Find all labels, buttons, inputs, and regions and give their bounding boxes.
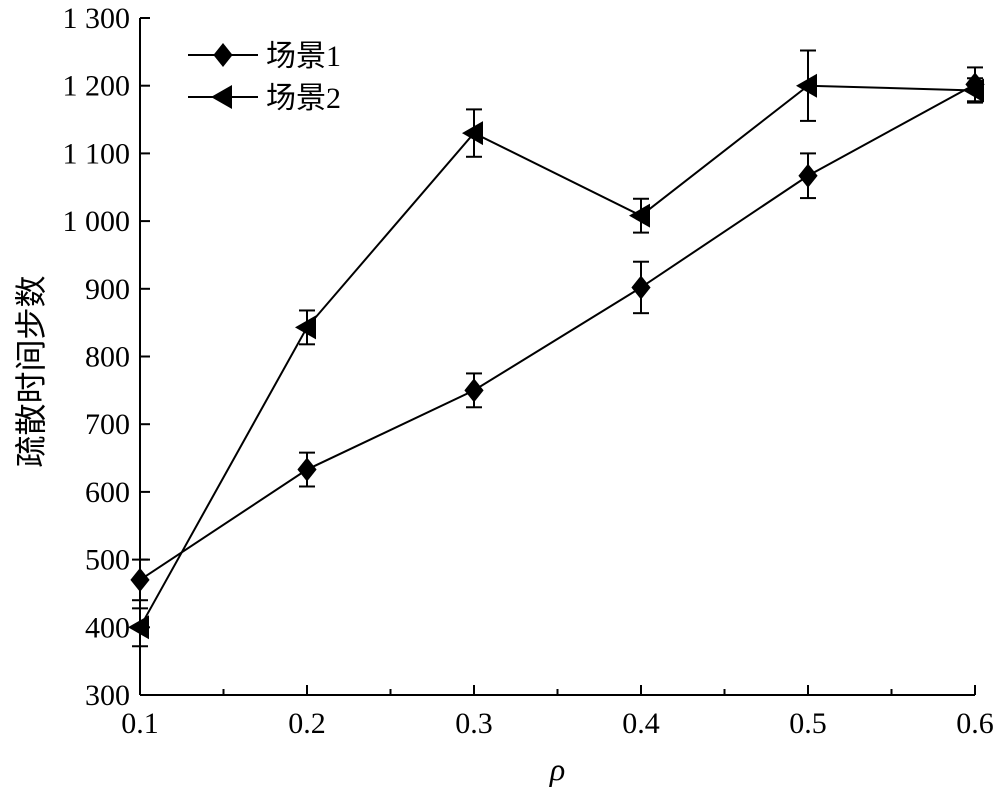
series-layer <box>128 49 985 648</box>
x-tick-label: 0.2 <box>288 707 326 740</box>
data-point <box>297 457 317 482</box>
legend-item: 场景2 <box>188 82 341 115</box>
data-point <box>462 121 483 146</box>
data-point <box>629 203 650 228</box>
y-tick-label: 900 <box>85 273 130 306</box>
data-point <box>631 275 651 300</box>
y-axis-label: 疏散时间步数 <box>13 275 49 467</box>
data-point <box>128 615 149 640</box>
series-2 <box>128 49 984 648</box>
y-tick-label: 600 <box>85 476 130 509</box>
y-tick-label: 300 <box>85 679 130 712</box>
y-tick-label: 800 <box>85 341 130 374</box>
axes <box>139 18 975 696</box>
data-point <box>213 43 233 67</box>
x-axis-ticks: 0.1 0.2 0.3 0.4 0.5 0.6 <box>121 685 994 740</box>
x-axis-label: ρ <box>549 751 565 787</box>
y-tick-label: 1 200 <box>63 70 131 103</box>
series-line <box>139 83 976 581</box>
y-tick-label: 500 <box>85 544 130 577</box>
data-point <box>211 85 232 109</box>
data-point <box>963 78 984 103</box>
y-tick-label: 700 <box>85 408 130 441</box>
y-tick-label: 1 300 <box>63 2 131 35</box>
series-line <box>139 84 976 628</box>
y-tick-label: 1 000 <box>63 205 131 238</box>
data-point <box>798 163 818 188</box>
x-tick-label: 0.4 <box>622 707 660 740</box>
data-point <box>295 315 316 340</box>
x-tick-label: 0.5 <box>789 707 827 740</box>
x-tick-label: 0.1 <box>121 707 159 740</box>
x-tick-label: 0.6 <box>956 707 994 740</box>
legend-item: 场景1 <box>188 40 341 73</box>
series-1 <box>130 66 985 602</box>
legend-label: 场景2 <box>266 82 341 115</box>
y-axis-ticks: 300 400 500 600 700 800 900 1 000 1 100 1 200 1 30… <box>63 2 150 712</box>
data-point <box>464 378 484 403</box>
legend-label: 场景1 <box>266 40 341 73</box>
y-tick-label: 1 100 <box>63 137 131 170</box>
data-point <box>796 73 817 98</box>
y-tick-label: 400 <box>85 611 130 644</box>
data-point <box>130 567 150 592</box>
x-tick-label: 0.3 <box>455 707 493 740</box>
